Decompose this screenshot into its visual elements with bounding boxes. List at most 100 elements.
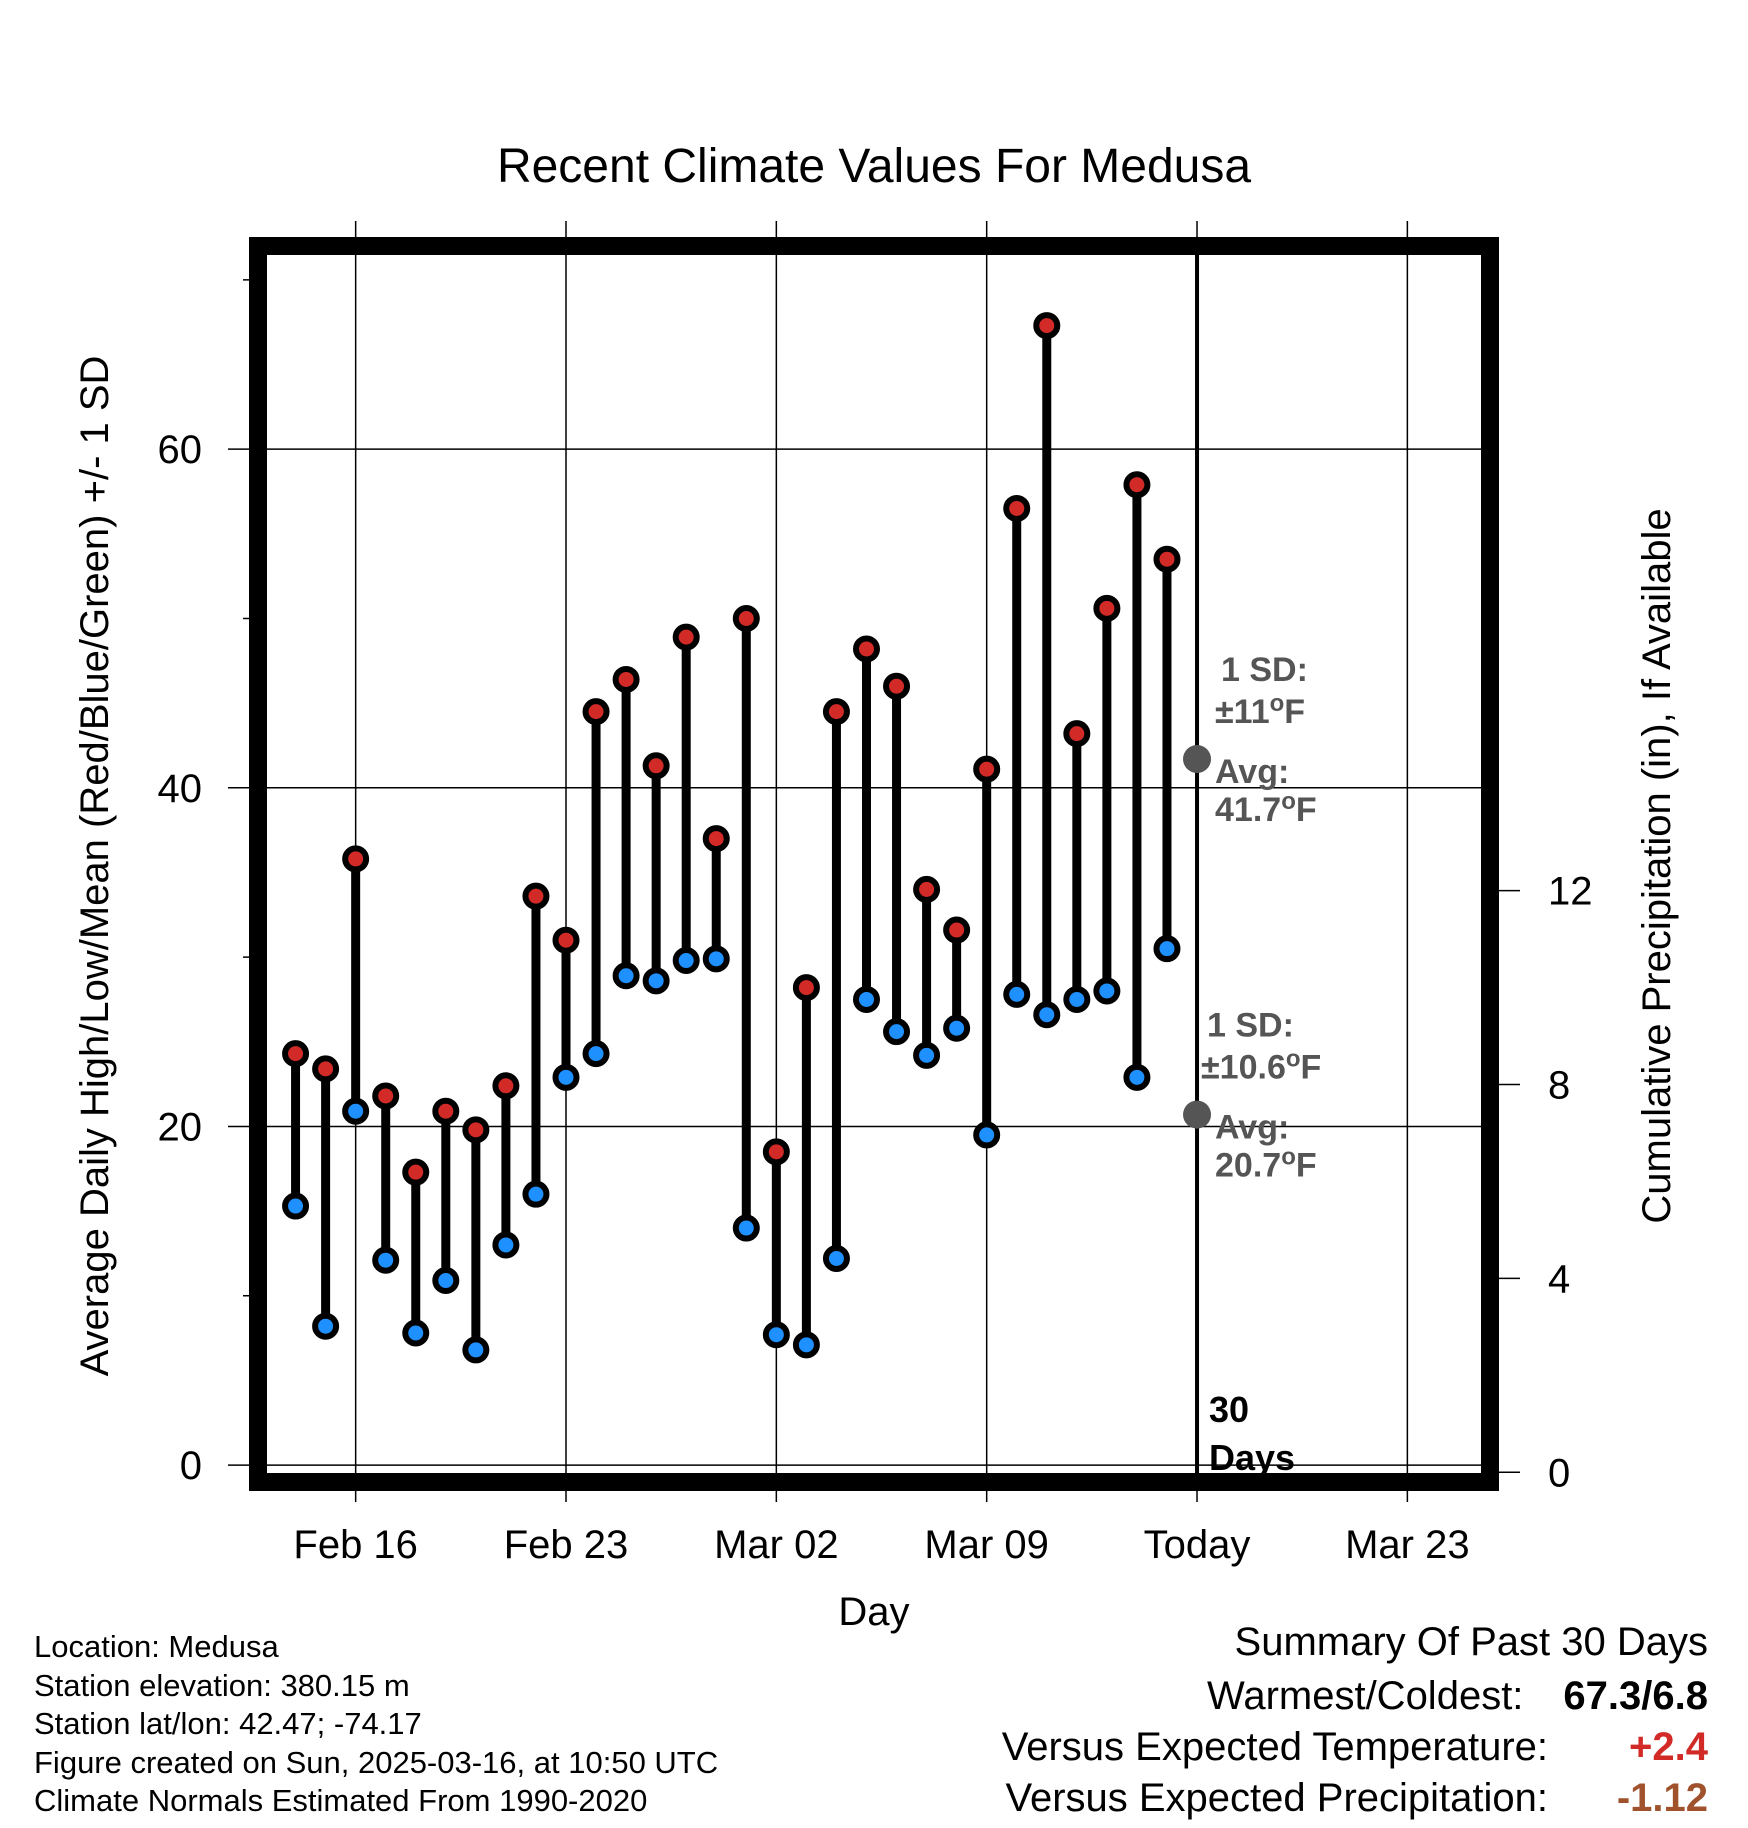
daily-high-point bbox=[312, 1055, 340, 1083]
daily-series bbox=[282, 312, 1181, 1364]
daily-low-point bbox=[702, 945, 730, 973]
daily-low-point bbox=[672, 947, 700, 975]
daily-high-point bbox=[943, 916, 971, 944]
daily-low-point bbox=[792, 1331, 820, 1359]
daily-high-point bbox=[732, 604, 760, 632]
daily-high-point bbox=[762, 1138, 790, 1166]
unit-label: F bbox=[1284, 693, 1305, 731]
precip-days-word: Days bbox=[1209, 1437, 1295, 1478]
summary-precip: Versus Expected Precipitation: -1.12 bbox=[1002, 1776, 1708, 1827]
low-avg-label: Avg: bbox=[1215, 1109, 1289, 1147]
daily-low-point bbox=[762, 1321, 790, 1349]
summary-temp: Versus Expected Temperature: +2.4 bbox=[1002, 1725, 1708, 1776]
daily-high-point bbox=[883, 672, 911, 700]
normals-text: Climate Normals Estimated From 1990-2020 bbox=[34, 1783, 648, 1818]
temp-anomaly-value: +2.4 bbox=[1629, 1725, 1708, 1769]
daily-low-point bbox=[312, 1312, 340, 1340]
y2-tick-label: 8 bbox=[1548, 1064, 1570, 1108]
daily-high-point bbox=[792, 974, 820, 1002]
precip-days-annotation: 30 bbox=[1209, 1389, 1249, 1430]
low-sd-annotation: 1 SD: bbox=[1207, 1007, 1294, 1045]
x-tick-label: Feb 16 bbox=[293, 1523, 418, 1567]
daily-high-point bbox=[522, 882, 550, 910]
elevation-text: Station elevation: 380.15 m bbox=[34, 1667, 410, 1703]
daily-low-point bbox=[372, 1246, 400, 1274]
daily-low-point bbox=[462, 1336, 490, 1364]
daily-high-point bbox=[492, 1072, 520, 1100]
high-avg-value: 41.7 bbox=[1215, 791, 1281, 829]
daily-low-point bbox=[732, 1214, 760, 1242]
summary-heading: Summary Of Past 30 Days bbox=[1234, 1620, 1708, 1664]
daily-high-point bbox=[372, 1082, 400, 1110]
daily-high-point bbox=[852, 635, 880, 663]
daily-high-point bbox=[1093, 594, 1121, 622]
daily-low-point bbox=[1033, 1001, 1061, 1029]
daily-high-point bbox=[973, 755, 1001, 783]
plot-background bbox=[258, 246, 1490, 1482]
daily-low-point bbox=[612, 962, 640, 990]
daily-low-point bbox=[642, 967, 670, 995]
summary-warm-cold: Warmest/Coldest: 67.3/6.8 bbox=[1002, 1674, 1708, 1725]
today-avg-low-dot bbox=[1183, 1100, 1212, 1129]
low-sd-value: ±10.6 bbox=[1201, 1049, 1286, 1087]
today-avg-high-dot bbox=[1183, 745, 1212, 774]
plot-frame bbox=[249, 237, 1499, 1491]
daily-high-point bbox=[432, 1097, 460, 1125]
precip-anomaly-value: -1.12 bbox=[1616, 1776, 1708, 1820]
daily-low-point bbox=[582, 1040, 610, 1068]
high-avg-annotation: Avg: bbox=[1215, 753, 1289, 791]
high-sd-value: ±11 bbox=[1215, 693, 1270, 731]
daily-low-point bbox=[913, 1041, 941, 1069]
y-axis-label: Average Daily High/Low/Mean (Red/Blue/Gr… bbox=[73, 356, 117, 1377]
unit-label: F bbox=[1296, 1147, 1317, 1185]
daily-low-point bbox=[282, 1192, 310, 1220]
low-avg-value-annotation: 20.7oF bbox=[1215, 1144, 1317, 1185]
high-sd-label: 1 SD: bbox=[1221, 651, 1308, 689]
created-text: Figure created on Sun, 2025-03-16, at 10… bbox=[34, 1744, 719, 1780]
daily-low-point bbox=[1153, 935, 1181, 963]
x-axis-label: Day bbox=[838, 1590, 909, 1634]
degree-sign: o bbox=[1281, 1144, 1296, 1171]
unit-label: F bbox=[1301, 1049, 1322, 1087]
warm-cold-value: 67.3/6.8 bbox=[1563, 1674, 1708, 1718]
daily-high-point bbox=[612, 665, 640, 693]
degree-sign: o bbox=[1286, 1046, 1301, 1073]
chart-title: Recent Climate Values For Medusa bbox=[497, 140, 1251, 193]
x-tick-label: Feb 23 bbox=[504, 1523, 629, 1567]
y-tick-label: 60 bbox=[158, 428, 203, 472]
daily-low-point bbox=[852, 985, 880, 1013]
daily-low-point bbox=[973, 1121, 1001, 1149]
daily-high-point bbox=[282, 1040, 310, 1068]
x-tick-label: Mar 23 bbox=[1345, 1523, 1470, 1567]
daily-high-point bbox=[582, 698, 610, 726]
daily-low-point bbox=[432, 1267, 460, 1295]
temp-anomaly-label: Versus Expected Temperature: bbox=[1001, 1725, 1548, 1769]
y2-axis-label: Cumulative Precipitation (in), If Availa… bbox=[1635, 508, 1679, 1223]
daily-high-point bbox=[822, 698, 850, 726]
y-tick-label: 0 bbox=[180, 1444, 202, 1488]
y2-tick-label: 4 bbox=[1548, 1257, 1570, 1301]
ticks: Feb 16 Feb 23 Mar 02 Mar 09 Today Mar 2302040… bbox=[158, 279, 1593, 1567]
daily-low-point bbox=[1093, 977, 1121, 1005]
daily-high-point bbox=[552, 926, 580, 954]
daily-high-point bbox=[1003, 494, 1031, 522]
latlon-text: Station lat/lon: 42.47; -74.17 bbox=[34, 1706, 422, 1741]
daily-high-point bbox=[642, 752, 670, 780]
daily-low-point bbox=[822, 1245, 850, 1273]
daily-high-point bbox=[402, 1158, 430, 1186]
high-sd-annotation: 1 SD: bbox=[1221, 651, 1308, 689]
daily-high-point bbox=[702, 825, 730, 853]
daily-low-point bbox=[402, 1319, 430, 1347]
degree-sign: o bbox=[1270, 690, 1285, 717]
y-tick-label: 20 bbox=[158, 1105, 203, 1149]
high-sd-value-annotation: ±11oF bbox=[1215, 690, 1305, 731]
frame bbox=[249, 237, 1499, 1491]
y2-tick-label: 12 bbox=[1548, 870, 1593, 914]
station-info: Location: Medusa Station elevation: 380.… bbox=[34, 1628, 718, 1821]
daily-low-point bbox=[1123, 1063, 1151, 1091]
daily-high-point bbox=[1153, 545, 1181, 573]
x-tick-label: Mar 02 bbox=[714, 1523, 839, 1567]
degree-sign: o bbox=[1281, 788, 1296, 815]
